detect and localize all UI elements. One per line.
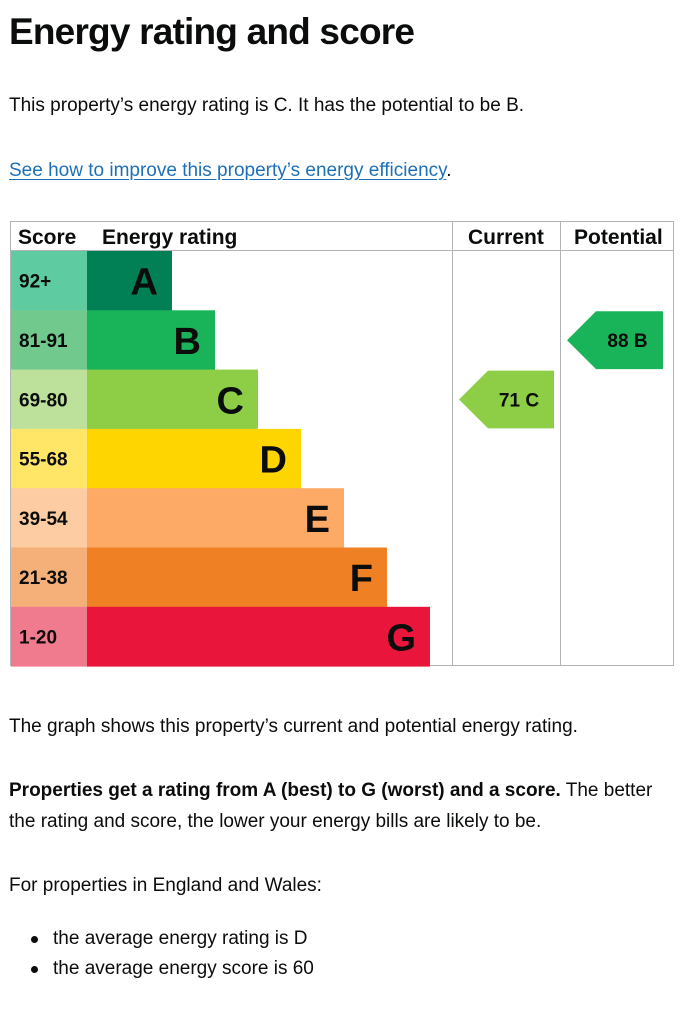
band-d: 55-68 D [11, 428, 301, 489]
header-potential: Potential [574, 226, 663, 249]
average-score-text: the average energy score is 60 [53, 958, 314, 979]
band-b: 81-91 B [11, 310, 215, 371]
band-bar [87, 547, 387, 608]
list-item: the average energy score is 60 [9, 954, 314, 984]
average-rating-text: the average energy rating is D [53, 928, 308, 949]
band-letter: A [131, 262, 158, 304]
band-score-label: 81-91 [19, 331, 68, 352]
band-letter: B [174, 321, 201, 363]
energy-rating-graph: Score Energy rating Current Potential 92… [10, 221, 674, 667]
header-current: Current [468, 226, 544, 249]
current-rating-marker: 71 C [459, 370, 554, 429]
properties-rating-rest: The better the rating and score, the low… [9, 780, 653, 832]
band-score-label: 69-80 [19, 390, 68, 411]
band-score-cell [11, 251, 88, 311]
potential-rating-marker: 88 B [567, 311, 663, 370]
band-score-cell [11, 606, 88, 667]
band-score-label: 55-68 [19, 450, 68, 471]
band-score-label: 21-38 [19, 568, 68, 589]
band-score-cell [11, 428, 88, 489]
band-letter: G [386, 617, 416, 659]
band-bar [87, 488, 344, 548]
band-bar [87, 606, 430, 667]
current-rating-marker-arrow [459, 370, 554, 429]
band-score-cell [11, 488, 88, 548]
band-score-cell [11, 369, 88, 430]
averages-list: the average energy rating is D the avera… [9, 924, 314, 984]
band-letter: E [305, 499, 330, 541]
band-score-label: 92+ [19, 272, 51, 293]
band-g: 1-20 G [11, 606, 430, 667]
band-f: 21-38 F [11, 547, 387, 608]
link-suffix: . [446, 160, 452, 181]
band-bar [87, 428, 301, 489]
bullet-icon [31, 936, 38, 943]
band-c: 69-80 C [11, 369, 258, 430]
header-score: Score [18, 226, 76, 249]
graph-explanation: The graph shows this property’s current … [9, 716, 578, 737]
properties-rating-info: Properties get a rating from A (best) to… [9, 775, 679, 837]
improve-efficiency-paragraph: See how to improve this property’s energ… [9, 155, 452, 186]
band-score-cell [11, 547, 88, 608]
rating-markers: 71 C 88 B [459, 311, 663, 429]
band-bar [87, 310, 215, 371]
potential-rating-marker-arrow [567, 311, 663, 370]
band-letter: D [260, 440, 287, 482]
page-title: Energy rating and score [9, 11, 415, 52]
band-bar [87, 251, 172, 311]
band-letter: C [217, 380, 244, 422]
potential-rating-marker-label: 88 B [607, 331, 647, 352]
properties-rating-bold: Properties get a rating from A (best) to… [9, 780, 561, 801]
england-wales-intro: For properties in England and Wales: [9, 875, 322, 896]
improve-efficiency-link[interactable]: See how to improve this property’s energ… [9, 160, 447, 181]
band-e: 39-54 E [11, 488, 344, 548]
band-score-cell [11, 310, 88, 371]
list-item: the average energy rating is D [9, 924, 314, 954]
band-score-label: 39-54 [19, 509, 68, 530]
band-score-label: 1-20 [19, 627, 57, 648]
header-energy-rating: Energy rating [102, 226, 237, 249]
bullet-icon [31, 966, 38, 973]
band-bar [87, 369, 258, 430]
rating-bands: 92+ A 81-91 B 69-80 C 55-68 D 39-54 E 21-38 F 1-20 G [11, 251, 430, 667]
band-a: 92+ A [11, 251, 172, 311]
band-letter: F [350, 558, 373, 600]
current-rating-marker-label: 71 C [499, 391, 539, 412]
energy-rating-summary: This property’s energy rating is C. It h… [9, 95, 525, 116]
